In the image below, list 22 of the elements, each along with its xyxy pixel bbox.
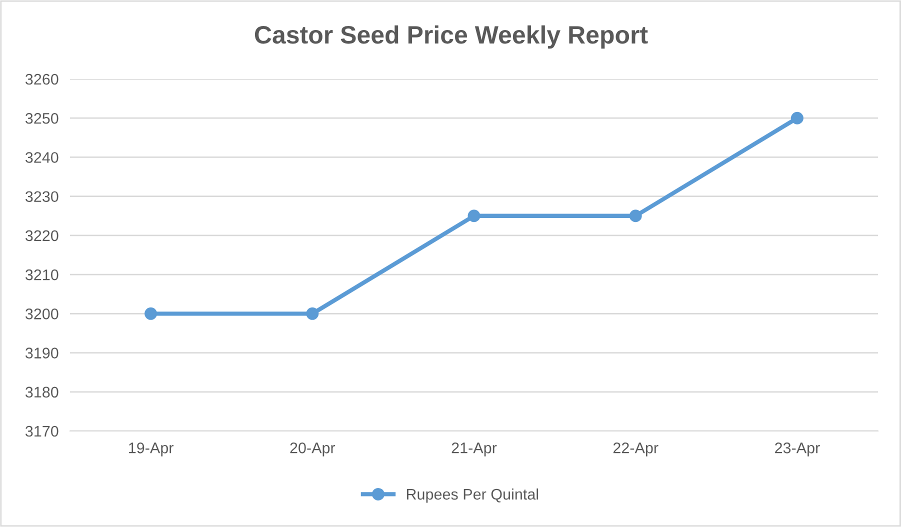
y-tick-label: 3180 [25, 386, 58, 398]
y-tick-label: 3230 [25, 191, 58, 202]
y-tick-label: 3170 [25, 426, 58, 437]
legend-label: Rupees Per Quintal [406, 488, 538, 503]
y-tick-label: 3260 [25, 74, 58, 85]
x-tick-label: 22-Apr [613, 442, 658, 456]
y-tick-label: 3220 [25, 230, 58, 242]
y-tick-label: 3190 [25, 348, 58, 358]
x-tick-label: 23-Apr [775, 442, 820, 456]
chart-title: Castor Seed Price Weekly Report [254, 25, 648, 49]
y-tick-label: 3200 [25, 308, 58, 320]
y-tick-label: 3250 [25, 112, 58, 124]
point [306, 307, 319, 320]
x-tick-label: 19-Apr [129, 442, 174, 456]
y-tick-label: 3240 [25, 152, 58, 163]
y-tick-label: 3210 [25, 269, 58, 280]
x-tick-label: 20-Apr [290, 442, 336, 456]
point [144, 307, 158, 320]
point [629, 210, 642, 222]
point [468, 210, 480, 222]
point [790, 112, 804, 124]
x-tick-label: 21-Apr [452, 442, 497, 456]
